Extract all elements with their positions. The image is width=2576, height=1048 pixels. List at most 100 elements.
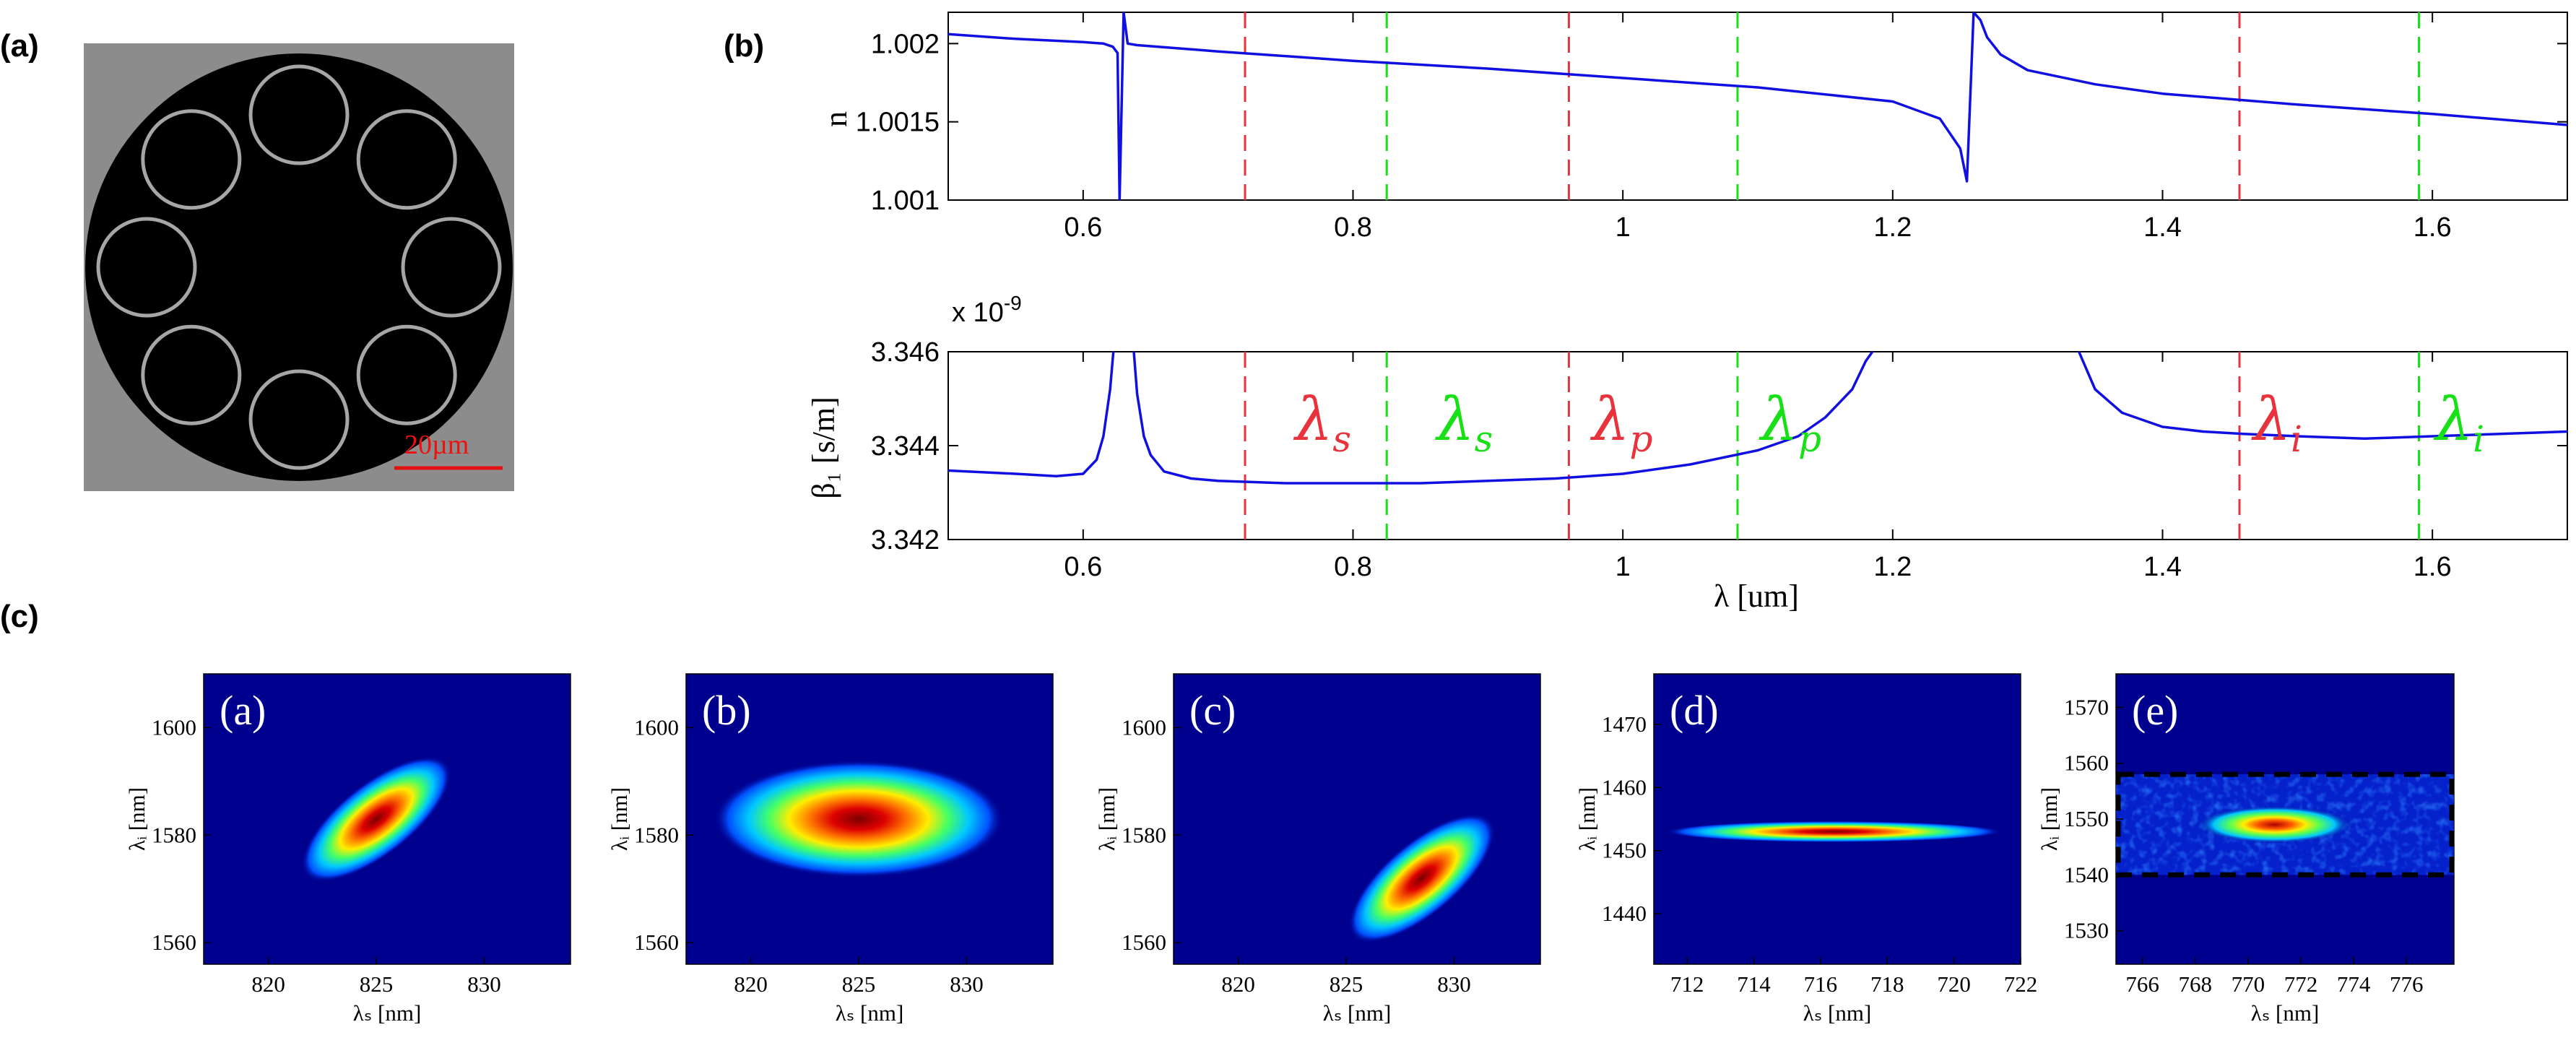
y-tick-label: 1580 bbox=[634, 822, 679, 847]
capillary-tubes bbox=[96, 64, 502, 470]
x-tick-label: 772 bbox=[2284, 971, 2318, 997]
plot-b2-frame bbox=[947, 351, 2568, 540]
wavelength-annotation: λs bbox=[1435, 386, 1493, 460]
x-tick-label: 830 bbox=[1437, 971, 1471, 997]
jsa-inset-label: (a) bbox=[220, 687, 266, 734]
x-tick-label: 0.6 bbox=[1064, 552, 1102, 582]
capillary-tube bbox=[248, 369, 350, 470]
x-tick-label: 0.6 bbox=[1064, 212, 1102, 243]
x-tick-label: 770 bbox=[2232, 971, 2265, 997]
fiber-cladding bbox=[85, 53, 513, 481]
y-tick-label: 1600 bbox=[1122, 714, 1166, 740]
x-tick-label: 1.4 bbox=[2143, 552, 2182, 582]
jsa-xlabel: λₛ [nm] bbox=[1803, 1000, 1872, 1026]
fiber-cross-section: 20µm bbox=[84, 43, 514, 491]
x-tick-label: 830 bbox=[950, 971, 984, 997]
plot-b2-ylabel: β₁ [s/m] bbox=[806, 397, 841, 499]
jsa-xlabel: λₛ [nm] bbox=[353, 1000, 422, 1026]
y-tick-label: 1530 bbox=[2064, 918, 2109, 943]
y-tick-label: 1550 bbox=[2064, 806, 2109, 831]
x-tick-label: 722 bbox=[2004, 971, 2038, 997]
y-tick-label: 1560 bbox=[152, 930, 196, 955]
plot-b2-exponent: x 10-9 bbox=[952, 292, 1022, 328]
annotation-symbol: λ bbox=[1293, 386, 1332, 454]
x-tick-label: 716 bbox=[1804, 971, 1838, 997]
panel-label-b: (b) bbox=[724, 28, 764, 64]
y-tick-label: 1.0015 bbox=[856, 108, 940, 138]
scale-bar-label: 20µm bbox=[404, 430, 469, 460]
jsa-ylabel: λᵢ [nm] bbox=[2037, 787, 2062, 851]
jsa-plot-b: (b) 820 825 830 1560 1580 1600 λₛ [nm] λᵢ [nm] bbox=[607, 673, 1054, 1026]
jsa-plot-c: (c) 820 825 830 1560 1580 1600 λₛ [nm] λᵢ [nm] bbox=[1094, 673, 1541, 1026]
capillary-tube bbox=[96, 217, 197, 318]
annotation-symbol: λ bbox=[1590, 386, 1629, 454]
jsa-plot-d: (d) 712 714 716 718 720 722 1440 1450 1460 1470 λₛ … bbox=[1574, 673, 2038, 1026]
group-delay-plot: λs λs λp λp λi λi 0.6 0.8 1 1.2 1.4 1.63.3423.3443… bbox=[806, 292, 2568, 614]
x-tick-label: 776 bbox=[2390, 971, 2424, 997]
x-tick-label: 766 bbox=[2125, 971, 2159, 997]
jsa-ylabel: λᵢ [nm] bbox=[607, 787, 632, 851]
capillary-tube bbox=[248, 64, 350, 165]
panel-label-c: (c) bbox=[0, 599, 39, 634]
annotation-subscript: i bbox=[2291, 418, 2302, 460]
annotation-subscript: p bbox=[1798, 418, 1821, 460]
jsa-xlabel: λₛ [nm] bbox=[1323, 1000, 1392, 1026]
y-tick-label: 3.346 bbox=[871, 337, 940, 368]
x-tick-label: 1 bbox=[1616, 212, 1631, 243]
y-tick-label: 1.002 bbox=[871, 29, 940, 59]
annotation-symbol: λ bbox=[1758, 386, 1798, 454]
x-tick-label: 1.6 bbox=[2414, 552, 2452, 582]
x-tick-label: 1.4 bbox=[2143, 212, 2182, 243]
capillary-tube bbox=[356, 109, 457, 210]
jsa-peak bbox=[301, 756, 451, 882]
jsa-peak bbox=[714, 760, 1004, 878]
series-line bbox=[948, 12, 2567, 200]
plot-b1-frame bbox=[947, 12, 2568, 201]
y-tick-label: 1560 bbox=[2064, 750, 2109, 776]
x-tick-label: 820 bbox=[734, 971, 768, 997]
annotation-symbol: λ bbox=[1435, 386, 1475, 454]
jsa-ylabel: λᵢ [nm] bbox=[1094, 787, 1119, 851]
x-tick-label: 0.8 bbox=[1334, 212, 1372, 243]
annotation-subscript: s bbox=[1475, 418, 1493, 460]
series-line bbox=[2077, 352, 2567, 441]
y-tick-label: 1450 bbox=[1602, 838, 1647, 863]
x-tick-label: 718 bbox=[1870, 971, 1904, 997]
y-tick-label: 1540 bbox=[2064, 862, 2109, 887]
y-tick-label: 1600 bbox=[634, 714, 679, 740]
x-tick-label: 1 bbox=[1616, 552, 1631, 582]
x-tick-label: 1.2 bbox=[1873, 212, 1912, 243]
y-tick-label: 3.342 bbox=[871, 525, 940, 555]
jsa-background bbox=[1653, 673, 2021, 965]
refractive-index-plot: 0.6 0.8 1 1.2 1.4 1.6 1.001 1.0015 1.002 n bbox=[818, 12, 2568, 243]
exponent-base: x 10 bbox=[952, 298, 1004, 328]
jsa-plot-e: (e) 766 768 770 772 774 776 1530 1540 1550 1560 157… bbox=[2037, 673, 2455, 1026]
y-tick-label: 1470 bbox=[1602, 711, 1647, 737]
y-tick-label: 3.344 bbox=[871, 431, 940, 462]
wavelength-annotation: λs bbox=[1293, 386, 1351, 460]
jsa-ylabel: λᵢ [nm] bbox=[124, 787, 149, 851]
y-tick-label: 1.001 bbox=[871, 186, 940, 216]
y-tick-label: 1460 bbox=[1602, 774, 1647, 800]
jsa-peak bbox=[2196, 805, 2352, 844]
jsa-peak bbox=[1348, 813, 1496, 943]
x-tick-label: 720 bbox=[1937, 971, 1971, 997]
panel-label-a: (a) bbox=[0, 28, 39, 64]
plot-b1-ylabel: n bbox=[818, 111, 854, 127]
wavelength-annotation: λp bbox=[1590, 386, 1652, 460]
x-tick-label: 1.2 bbox=[1873, 552, 1912, 582]
jsa-xlabel: λₛ [nm] bbox=[836, 1000, 904, 1026]
series-line bbox=[1132, 352, 1874, 485]
annotation-symbol: λ bbox=[2433, 386, 2473, 454]
annotation-symbol: λ bbox=[2251, 386, 2291, 454]
jsa-ylabel: λᵢ [nm] bbox=[1574, 787, 1600, 851]
wavelength-annotation: λp bbox=[1758, 386, 1821, 460]
x-tick-label: 1.6 bbox=[2414, 212, 2452, 243]
series-line bbox=[948, 352, 1115, 478]
x-tick-label: 714 bbox=[1737, 971, 1771, 997]
x-tick-label: 825 bbox=[1330, 971, 1363, 997]
jsa-xlabel: λₛ [nm] bbox=[2251, 1000, 2320, 1026]
capillary-tube bbox=[356, 324, 457, 425]
